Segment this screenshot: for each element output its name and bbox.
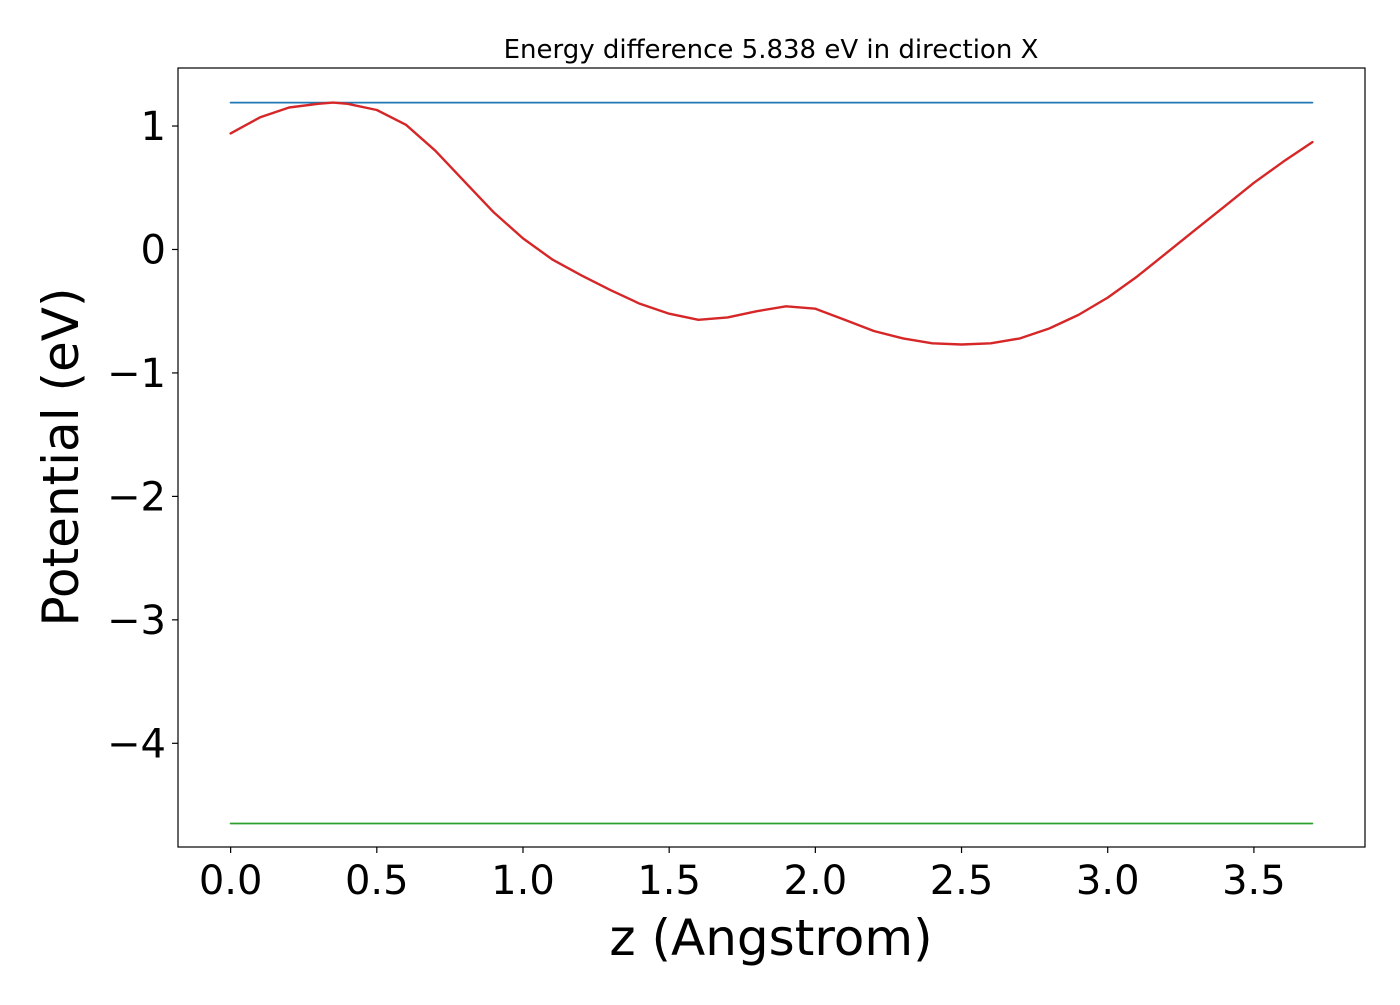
y-tick-label: 0	[141, 227, 166, 273]
series-line-0	[229, 101, 1314, 346]
y-tick-label: −1	[107, 351, 166, 397]
x-tick-label: 0.0	[199, 858, 263, 904]
x-tick-label: 2.5	[930, 858, 994, 904]
plot-frame	[177, 67, 1366, 848]
plot-layer	[229, 101, 1314, 825]
x-axis-label: z (Angstrom)	[609, 909, 932, 967]
chart-title: Energy difference 5.838 eV in direction …	[504, 35, 1039, 65]
y-tick-label: −2	[107, 474, 166, 520]
y-tick-label: −4	[107, 721, 166, 767]
y-axis-label: Potential (eV)	[32, 288, 90, 627]
y-tick-label: 1	[141, 104, 166, 150]
x-tick-label: 3.5	[1222, 858, 1286, 904]
x-tick-label: 3.0	[1076, 858, 1140, 904]
x-tick-label: 2.0	[784, 858, 848, 904]
x-tick-label: 0.5	[345, 858, 409, 904]
y-tick-label: −3	[107, 598, 166, 644]
x-tick-label: 1.0	[491, 858, 555, 904]
x-axis-ticks: 0.0 0.5 1.0 1.5 2.0 2.5 3.0 3.5	[199, 847, 1286, 904]
y-axis-ticks: 1 0 −1 −2 −3 −4	[107, 104, 178, 767]
x-tick-label: 1.5	[637, 858, 701, 904]
